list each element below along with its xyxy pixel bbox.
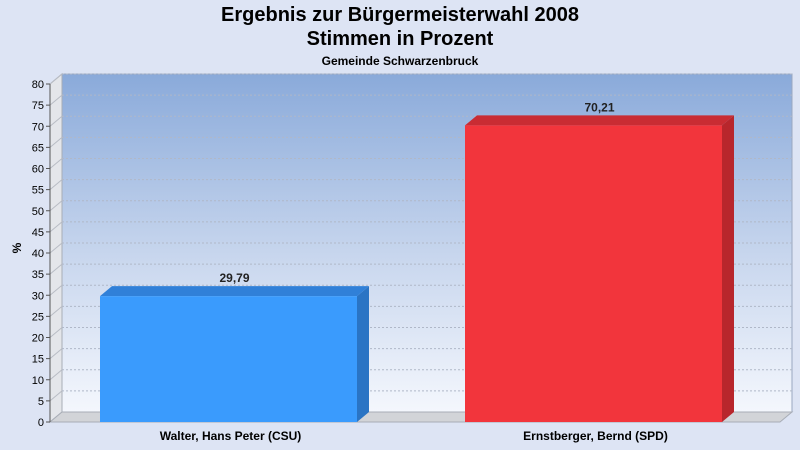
y-tick-label: 20 xyxy=(32,333,44,345)
bar-side xyxy=(722,115,734,423)
chart-subtitle-2: Gemeinde Schwarzenbruck xyxy=(321,54,479,68)
grid-line-side xyxy=(49,242,63,254)
grid-line-side xyxy=(49,115,63,127)
y-tick-label: 5 xyxy=(38,396,44,408)
chart-subtitle: Stimmen in Prozent xyxy=(306,28,494,50)
grid-line-side xyxy=(49,158,63,169)
grid-line-side xyxy=(49,136,63,148)
y-tick-label: 65 xyxy=(32,142,44,154)
y-axis-label: % xyxy=(10,242,24,253)
grid-line-side xyxy=(49,94,63,106)
bar-side xyxy=(357,286,369,422)
grid-line-side xyxy=(49,284,63,296)
y-tick-label: 75 xyxy=(32,100,44,112)
bar-front xyxy=(100,296,357,422)
y-tick-label: 60 xyxy=(32,164,44,176)
y-tick-label: 55 xyxy=(32,185,44,197)
grid-line-side xyxy=(49,348,63,360)
data-label: 29,79 xyxy=(219,271,249,285)
bar-2 xyxy=(465,115,734,423)
y-tick-label: 10 xyxy=(32,375,44,387)
x-tick-label: Ernstberger, Bernd (SPD) xyxy=(523,429,668,443)
y-tick-label: 80 xyxy=(32,79,44,91)
grid-line-side xyxy=(49,369,63,381)
y-tick-label: 70 xyxy=(32,121,44,133)
bar-top xyxy=(100,286,369,297)
y-tick-label: 0 xyxy=(38,417,44,429)
bar-top xyxy=(465,115,734,126)
labels: 29,79 Walter, Hans Peter (CSU) 70,21 Ernstb… xyxy=(160,100,668,443)
bar-1 xyxy=(100,286,369,422)
y-tick-label: 15 xyxy=(32,354,44,366)
y-tick-label: 35 xyxy=(32,269,44,281)
bar-front xyxy=(465,125,722,423)
chart-title: Ergebnis zur Bürgermeisterwahl 2008 xyxy=(221,4,579,26)
bars xyxy=(100,115,734,423)
grid-line-side xyxy=(49,390,63,402)
y-tick-label: 25 xyxy=(32,311,44,323)
grid-line-side xyxy=(49,263,63,275)
grid-line-side xyxy=(49,73,63,85)
x-tick-label: Walter, Hans Peter (CSU) xyxy=(160,429,302,443)
grid-line-side xyxy=(49,327,63,338)
grid-line-side xyxy=(49,305,63,317)
grid-line-side xyxy=(49,221,63,233)
grid-line-side xyxy=(49,179,63,191)
y-axis: 0 5 10 15 20 25 30 35 40 45 50 55 60 65 70 75 80 xyxy=(32,79,51,429)
data-label: 70,21 xyxy=(584,100,614,114)
y-tick-label: 45 xyxy=(32,227,44,239)
y-tick-label: 40 xyxy=(32,248,44,260)
y-tick-label: 50 xyxy=(32,206,44,218)
grid-line-side xyxy=(49,200,63,212)
y-tick-label: 30 xyxy=(32,290,44,302)
